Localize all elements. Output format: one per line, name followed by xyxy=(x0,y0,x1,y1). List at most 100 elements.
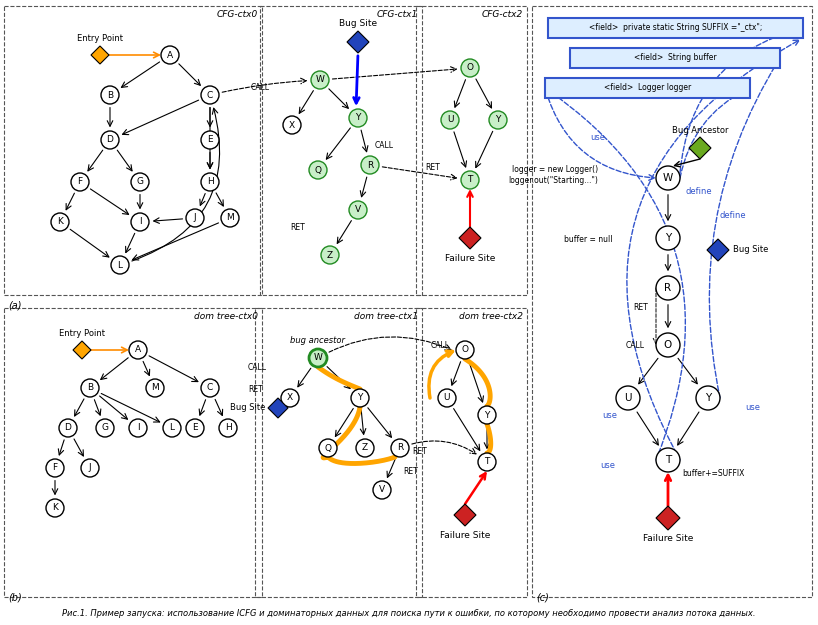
Text: V: V xyxy=(379,486,385,494)
Text: Y: Y xyxy=(665,233,671,243)
Text: T: T xyxy=(665,455,671,465)
Circle shape xyxy=(186,209,204,227)
Text: Y: Y xyxy=(355,114,361,122)
Text: Рис.1. Пример запуска: использование ICFG и доминаторных данных для поиска пути : Рис.1. Пример запуска: использование ICF… xyxy=(62,609,756,618)
Text: define: define xyxy=(720,211,747,219)
Text: logger = new Logger()
logger.out("Starting..."): logger = new Logger() logger.out("Starti… xyxy=(508,165,598,185)
Circle shape xyxy=(311,71,329,89)
Circle shape xyxy=(96,419,114,437)
Circle shape xyxy=(71,173,89,191)
Text: Z: Z xyxy=(362,444,368,452)
Bar xyxy=(255,308,422,597)
Polygon shape xyxy=(268,398,288,418)
Text: G: G xyxy=(137,177,143,186)
Circle shape xyxy=(131,213,149,231)
Text: CALL: CALL xyxy=(248,364,267,372)
Text: L: L xyxy=(169,424,174,432)
Bar xyxy=(4,6,262,295)
Text: Bug Site: Bug Site xyxy=(230,404,265,412)
Text: Failure Site: Failure Site xyxy=(440,531,490,540)
Text: Y: Y xyxy=(357,394,362,402)
Bar xyxy=(4,308,262,597)
Circle shape xyxy=(456,341,474,359)
Text: RET: RET xyxy=(412,448,427,456)
Circle shape xyxy=(161,46,179,64)
Text: define: define xyxy=(686,188,712,196)
Text: (c): (c) xyxy=(536,592,549,602)
Circle shape xyxy=(373,481,391,499)
Text: (a): (a) xyxy=(8,300,21,310)
Circle shape xyxy=(351,389,369,407)
Polygon shape xyxy=(91,46,109,64)
Text: Bug Site: Bug Site xyxy=(339,19,377,28)
Text: X: X xyxy=(287,394,293,402)
Text: Z: Z xyxy=(327,251,333,259)
Text: CFG-ctx0: CFG-ctx0 xyxy=(217,10,258,19)
Text: K: K xyxy=(57,217,63,226)
Text: CFG-ctx1: CFG-ctx1 xyxy=(377,10,418,19)
Text: CALL: CALL xyxy=(375,141,394,149)
Text: W: W xyxy=(313,354,322,362)
Text: dom tree-ctx2: dom tree-ctx2 xyxy=(459,312,523,321)
Text: Y: Y xyxy=(484,411,490,419)
Circle shape xyxy=(201,173,219,191)
Text: buffer = null: buffer = null xyxy=(564,236,612,244)
Circle shape xyxy=(489,111,507,129)
Text: H: H xyxy=(225,424,231,432)
Text: Failure Site: Failure Site xyxy=(643,534,693,543)
Text: C: C xyxy=(207,384,213,392)
Text: K: K xyxy=(52,504,58,512)
Text: RET: RET xyxy=(290,224,305,232)
Polygon shape xyxy=(347,31,369,53)
Text: (b): (b) xyxy=(8,592,22,602)
Text: U: U xyxy=(624,393,631,403)
Circle shape xyxy=(696,386,720,410)
Polygon shape xyxy=(73,341,91,359)
Text: Entry Point: Entry Point xyxy=(59,329,105,338)
Circle shape xyxy=(616,386,640,410)
Text: O: O xyxy=(664,340,672,350)
Text: use: use xyxy=(590,134,605,142)
Circle shape xyxy=(656,226,680,250)
Text: M: M xyxy=(151,384,159,392)
Circle shape xyxy=(186,419,204,437)
Circle shape xyxy=(101,131,119,149)
Circle shape xyxy=(356,439,374,457)
Circle shape xyxy=(201,86,219,104)
Text: U: U xyxy=(447,116,453,124)
Text: Bug Site: Bug Site xyxy=(733,246,768,254)
Circle shape xyxy=(656,448,680,472)
Text: R: R xyxy=(664,283,672,293)
Circle shape xyxy=(219,419,237,437)
Text: O: O xyxy=(461,346,469,354)
Circle shape xyxy=(461,171,479,189)
Text: I: I xyxy=(137,424,139,432)
Circle shape xyxy=(59,419,77,437)
Text: V: V xyxy=(355,206,361,214)
Circle shape xyxy=(391,439,409,457)
Circle shape xyxy=(201,379,219,397)
Text: O: O xyxy=(466,64,474,72)
Bar xyxy=(416,6,527,295)
Text: bug ancestor: bug ancestor xyxy=(290,336,345,345)
Text: Q: Q xyxy=(325,444,331,452)
Text: T: T xyxy=(467,176,473,184)
Text: dom tree-ctx0: dom tree-ctx0 xyxy=(194,312,258,321)
Text: M: M xyxy=(226,214,234,222)
Text: H: H xyxy=(207,177,213,186)
Circle shape xyxy=(46,459,64,477)
Polygon shape xyxy=(656,506,680,530)
Circle shape xyxy=(441,111,459,129)
Circle shape xyxy=(129,419,147,437)
Circle shape xyxy=(163,419,181,437)
Circle shape xyxy=(349,109,367,127)
Circle shape xyxy=(656,276,680,300)
Text: RET: RET xyxy=(633,304,648,312)
FancyBboxPatch shape xyxy=(545,78,750,98)
Circle shape xyxy=(81,459,99,477)
Circle shape xyxy=(111,256,129,274)
Text: A: A xyxy=(167,51,173,59)
Text: use: use xyxy=(745,404,760,412)
Circle shape xyxy=(221,209,239,227)
Text: F: F xyxy=(52,464,57,472)
